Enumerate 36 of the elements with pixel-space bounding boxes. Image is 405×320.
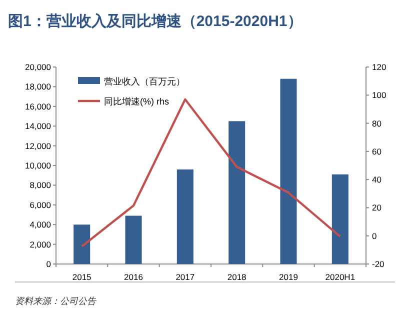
bar (74, 224, 90, 264)
chart-title: 图1：营业收入及同比增速（2015-2020H1） (8, 13, 302, 30)
y2-tick-label: -20 (372, 259, 385, 269)
y-tick-label: 4,000 (30, 220, 52, 230)
bar (125, 216, 142, 264)
bar (176, 169, 194, 264)
legend-label: 同比增速(%) rhs (104, 96, 170, 106)
y2-tick-label: 60 (372, 146, 382, 156)
x-tick-label: 2016 (124, 272, 144, 282)
y-tick-label: 0 (46, 259, 52, 269)
y-tick-label: 12,000 (25, 140, 52, 151)
y-tick-label: 14,000 (25, 121, 52, 132)
line-series (80, 98, 342, 248)
text: 资料来源：公司公告 (15, 296, 97, 306)
y-tick-label: 2,000 (30, 239, 52, 250)
x-tick-label: 2020H1 (325, 272, 356, 282)
y-tick-label: 6,000 (30, 200, 52, 210)
bar (280, 78, 297, 264)
bar (332, 174, 348, 264)
legend-label: 营业收入（百万元） (104, 76, 185, 86)
y-tick-label: 20,000 (25, 62, 52, 72)
y2-tick-label: 80 (372, 118, 382, 128)
y2-tick-label: 20 (372, 202, 382, 213)
x-tick-label: 2015 (72, 272, 92, 282)
x-tick-label: 2018 (227, 272, 247, 282)
x-tick-label: 2019 (279, 272, 298, 282)
y2-tick-label: 120 (372, 62, 386, 72)
x-tick-label: 2017 (176, 272, 195, 282)
y-tick-label: 8,000 (30, 180, 52, 190)
y2-tick-label: 0 (372, 230, 377, 241)
y-tick-label: 18,000 (25, 82, 52, 92)
bar (228, 121, 246, 264)
y2-tick-label: 40 (372, 174, 382, 185)
y-tick-label: 16,000 (25, 101, 52, 112)
y2-tick-label: 100 (372, 90, 386, 100)
y-tick-label: 10,000 (25, 160, 52, 170)
